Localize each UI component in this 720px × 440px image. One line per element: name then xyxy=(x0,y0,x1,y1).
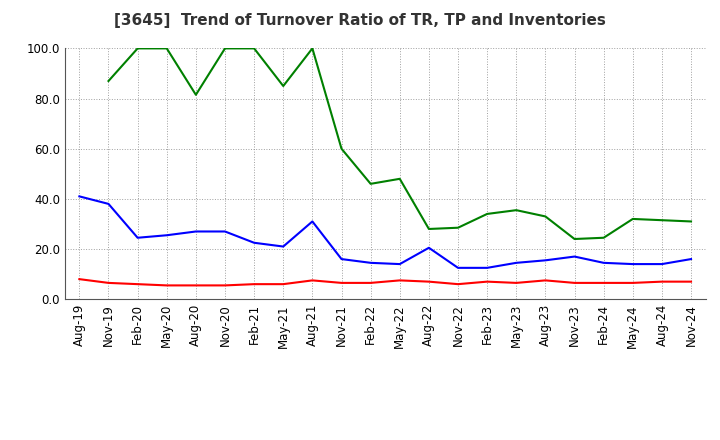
Inventories xyxy=(337,146,346,151)
Line: Trade Payables: Trade Payables xyxy=(79,196,691,268)
Trade Payables xyxy=(395,261,404,267)
Trade Receivables xyxy=(220,283,229,288)
Trade Receivables xyxy=(454,282,462,287)
Trade Receivables xyxy=(599,280,608,286)
Trade Receivables xyxy=(687,279,696,284)
Inventories xyxy=(483,211,492,216)
Inventories xyxy=(250,46,258,51)
Trade Receivables xyxy=(366,280,375,286)
Inventories xyxy=(220,46,229,51)
Trade Receivables xyxy=(629,280,637,286)
Trade Payables xyxy=(425,245,433,250)
Trade Payables xyxy=(250,240,258,246)
Trade Receivables xyxy=(483,279,492,284)
Trade Receivables xyxy=(163,283,171,288)
Inventories xyxy=(599,235,608,240)
Inventories xyxy=(308,46,317,51)
Trade Payables xyxy=(75,194,84,199)
Text: [3645]  Trend of Turnover Ratio of TR, TP and Inventories: [3645] Trend of Turnover Ratio of TR, TP… xyxy=(114,13,606,28)
Trade Payables xyxy=(279,244,287,249)
Inventories xyxy=(279,84,287,89)
Trade Receivables xyxy=(425,279,433,284)
Trade Receivables xyxy=(512,280,521,286)
Inventories xyxy=(104,78,113,84)
Inventories xyxy=(541,214,550,219)
Trade Receivables xyxy=(104,280,113,286)
Trade Payables xyxy=(512,260,521,265)
Inventories xyxy=(163,46,171,51)
Trade Payables xyxy=(483,265,492,271)
Trade Payables xyxy=(570,254,579,259)
Inventories xyxy=(395,176,404,181)
Inventories xyxy=(133,46,142,51)
Inventories xyxy=(366,181,375,187)
Trade Payables xyxy=(192,229,200,234)
Trade Payables xyxy=(104,201,113,206)
Trade Payables xyxy=(541,258,550,263)
Trade Payables xyxy=(629,261,637,267)
Inventories xyxy=(657,217,666,223)
Trade Payables xyxy=(687,257,696,262)
Trade Receivables xyxy=(133,282,142,287)
Legend: Trade Receivables, Trade Payables, Inventories: Trade Receivables, Trade Payables, Inven… xyxy=(155,436,616,440)
Trade Receivables xyxy=(250,282,258,287)
Trade Receivables xyxy=(192,283,200,288)
Trade Payables xyxy=(337,257,346,262)
Trade Receivables xyxy=(657,279,666,284)
Inventories xyxy=(687,219,696,224)
Trade Payables xyxy=(220,229,229,234)
Trade Receivables xyxy=(308,278,317,283)
Trade Payables xyxy=(133,235,142,240)
Trade Receivables xyxy=(279,282,287,287)
Trade Receivables xyxy=(75,276,84,282)
Trade Receivables xyxy=(395,278,404,283)
Inventories xyxy=(192,92,200,97)
Inventories xyxy=(425,226,433,231)
Trade Receivables xyxy=(570,280,579,286)
Trade Payables xyxy=(657,261,666,267)
Trade Receivables xyxy=(337,280,346,286)
Inventories xyxy=(512,208,521,213)
Inventories xyxy=(570,236,579,242)
Trade Payables xyxy=(366,260,375,265)
Trade Payables xyxy=(454,265,462,271)
Trade Payables xyxy=(599,260,608,265)
Line: Trade Receivables: Trade Receivables xyxy=(79,279,691,286)
Trade Receivables xyxy=(541,278,550,283)
Inventories xyxy=(629,216,637,222)
Trade Payables xyxy=(163,233,171,238)
Line: Inventories: Inventories xyxy=(109,48,691,239)
Inventories xyxy=(454,225,462,231)
Trade Payables xyxy=(308,219,317,224)
